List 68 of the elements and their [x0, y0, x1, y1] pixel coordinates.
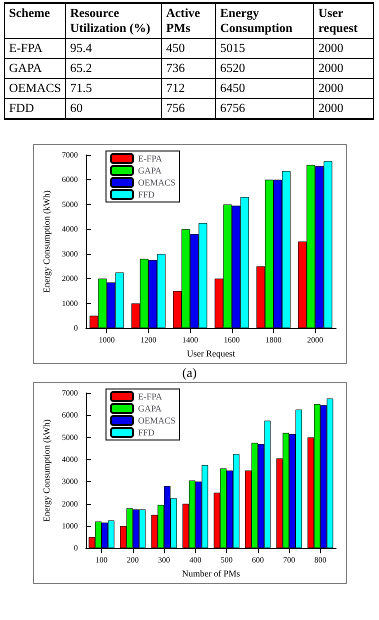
text: 60: [70, 101, 83, 115]
y-axis-title: Energy Consumption (kWh): [41, 419, 51, 522]
category-label: Scheme: [4, 3, 66, 38]
y-tick-label: 1000: [61, 298, 78, 308]
category-label: Resource Utilization (%): [66, 3, 162, 38]
category-label: E-FPA: [9, 41, 43, 55]
x-tick-label: 100: [95, 556, 108, 565]
text: 2000: [318, 61, 344, 75]
y-tick-label: 0: [73, 324, 78, 333]
text: (a): [181, 364, 198, 382]
y-tick-label: 6000: [61, 175, 78, 184]
y-tick-label: 7000: [61, 150, 78, 160]
legend-label: OEMACS: [138, 416, 176, 426]
text: 6450: [220, 81, 246, 95]
legend-label: GAPA: [138, 404, 162, 414]
text: 712: [166, 81, 185, 95]
x-tick-label: 1800: [264, 336, 281, 345]
x-tick-label: 300: [158, 556, 170, 565]
text: 71.5: [70, 81, 92, 95]
x-tick-label: 1400: [182, 336, 198, 345]
y-axis-title: Energy Consumption (kWh): [41, 190, 51, 293]
y-tick-label: 3000: [61, 249, 78, 258]
text: 6520: [220, 61, 246, 75]
x-tick-label: 1000: [98, 336, 114, 345]
legend-label: FFD: [138, 428, 155, 438]
x-tick-label: 1600: [223, 336, 240, 345]
y-tick-label: 4000: [61, 224, 78, 234]
y-tick-label: 1000: [61, 521, 78, 530]
category-label: Energy Consumption: [216, 3, 314, 38]
x-tick-label: 200: [126, 556, 138, 565]
x-tick-label: 2000: [306, 336, 323, 345]
y-tick-label: 6000: [61, 410, 78, 420]
text: 2000: [318, 101, 344, 115]
x-axis-title: Number of PMs: [181, 568, 240, 578]
text: 5015: [220, 41, 246, 55]
category-label: FDD: [9, 101, 34, 115]
legend-label: E-FPA: [138, 154, 162, 164]
x-tick-label: 500: [220, 556, 232, 565]
legend-label: FFD: [138, 190, 155, 200]
legend-label: OEMACS: [138, 178, 176, 188]
legend-label: E-FPA: [138, 392, 162, 402]
x-tick-label: 1200: [140, 336, 156, 345]
y-tick-label: 2000: [61, 274, 78, 284]
x-tick-label: 400: [188, 556, 201, 565]
legend-label: GAPA: [138, 166, 162, 176]
y-tick-label: 5000: [61, 200, 78, 209]
text: 6756: [220, 101, 246, 115]
y-tick-label: 2000: [61, 499, 78, 508]
category-label: Active PMs: [162, 3, 216, 38]
y-tick-label: 5000: [61, 432, 78, 442]
text: 450: [166, 41, 185, 55]
x-tick-label: 800: [314, 556, 326, 565]
category-label: User request: [314, 3, 374, 38]
y-tick-label: 3000: [61, 477, 78, 486]
text: 95.4: [70, 41, 92, 55]
text: 65.2: [70, 61, 92, 75]
text: 2000: [318, 81, 344, 95]
text: 2000: [318, 41, 344, 55]
y-tick-label: 7000: [61, 388, 78, 398]
x-tick-label: 600: [251, 556, 264, 565]
x-axis-title: User Request: [186, 348, 236, 358]
text: 756: [166, 101, 185, 115]
category-label: GAPA: [9, 61, 42, 75]
x-tick-label: 700: [282, 556, 295, 565]
text: 736: [166, 61, 185, 75]
y-tick-label: 0: [73, 544, 78, 553]
y-tick-label: 4000: [61, 454, 78, 464]
category-label: OEMACS: [9, 81, 62, 95]
